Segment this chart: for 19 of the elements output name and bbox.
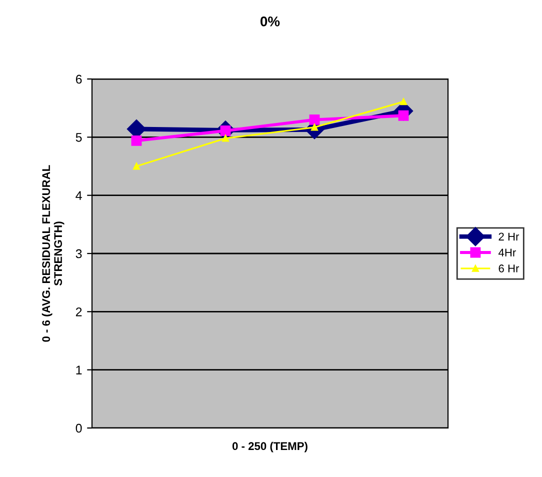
y-tick-label: 3 [76,249,82,258]
point [311,124,318,131]
chart-title: 0% [260,16,280,26]
y-tick-label: 6 [76,74,82,84]
point [131,135,142,146]
point [222,134,229,142]
y-tick-label: 5 [76,133,82,142]
point [309,114,320,125]
legend-label: 2 Hr [498,232,520,240]
y-axis-title: 0 - 6 (AVG. RESIDUAL FLEXURAL STRENGTH) [42,165,64,342]
point [133,162,140,170]
y-tick-label: 1 [76,366,82,374]
point [400,98,407,106]
legend-label: 6 Hr [498,264,520,272]
y-tick-label: 0 [76,424,82,433]
y-tick-label: 4 [76,191,82,200]
legend-label: 4Hr [498,248,516,256]
y-tick-label: 2 [76,307,82,316]
x-axis-title: 0 - 250 (TEMP) [232,442,308,452]
